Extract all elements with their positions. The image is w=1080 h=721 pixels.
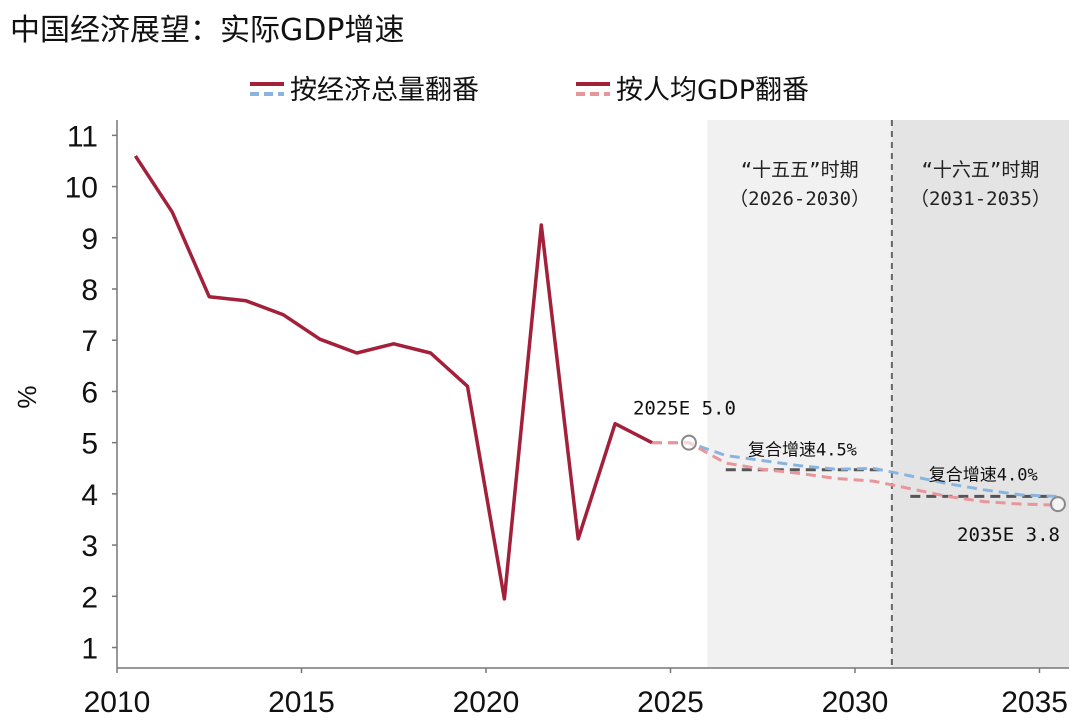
y-tick-label-0: 1 — [81, 633, 98, 666]
y-tick-label-10: 11 — [67, 120, 98, 153]
y-tick-label-7: 8 — [81, 274, 98, 307]
chart-title: 中国经济展望：实际GDP增速 — [10, 13, 404, 48]
x-tick-label-2: 2020 — [453, 686, 520, 719]
y-tick-label-4: 5 — [81, 428, 98, 461]
period-label-1: “十六五”时期 — [921, 159, 1039, 181]
y-tick-label-3: 4 — [81, 479, 98, 512]
x-tick-label-4: 2030 — [822, 686, 889, 719]
x-tick-label-0: 2010 — [84, 686, 151, 719]
y-tick-label-1: 2 — [81, 581, 98, 614]
marker-label-1: 2035E 3.8 — [957, 524, 1060, 546]
legend-label-per-capita: 按人均GDP翻番 — [616, 75, 809, 106]
marker-circle-1 — [1049, 496, 1066, 513]
x-tick-label-5: 2035 — [1001, 686, 1068, 719]
marker-label-0: 2025E 5.0 — [633, 398, 736, 420]
legend-label-total: 按经济总量翻番 — [290, 75, 479, 106]
series-line-1 — [652, 441, 1058, 498]
y-tick-label-5: 6 — [81, 376, 98, 409]
markers: 2025E 5.0 2035E 3.8 — [633, 398, 1066, 546]
x-tick-label-3: 2025 — [637, 686, 704, 719]
period-range-1: （2031-2035） — [910, 188, 1051, 210]
axes: 1 2 3 4 5 6 7 8 9 10 11 2010 2015 2020 2025 2030 2035 — [65, 120, 1069, 719]
growth-annotation-1: 复合增速4.0% — [929, 466, 1038, 486]
legend: 按经济总量翻番 按人均GDP翻番 — [250, 75, 809, 106]
y-tick-label-2: 3 — [81, 530, 98, 563]
y-tick-label-8: 9 — [81, 223, 98, 256]
y-axis-label: % — [12, 385, 42, 408]
shaded-periods — [707, 120, 1069, 668]
period-label-0: “十五五”时期 — [741, 159, 859, 181]
y-tick-label-6: 7 — [81, 325, 98, 358]
y-tick-label-9: 10 — [65, 172, 98, 205]
legend-item-total: 按经济总量翻番 — [250, 75, 479, 106]
shaded-period-0 — [707, 120, 892, 668]
series-line-2 — [652, 441, 1058, 507]
period-range-0: （2026-2030） — [729, 188, 870, 210]
x-tick-label-1: 2015 — [268, 686, 335, 719]
shaded-period-1 — [891, 120, 1069, 668]
series-lines — [133, 154, 1058, 601]
series-line-0 — [133, 154, 653, 601]
legend-item-per-capita: 按人均GDP翻番 — [576, 75, 809, 106]
growth-annotation-0: 复合增速4.5% — [748, 440, 857, 460]
marker-circle-0 — [680, 434, 697, 451]
chart-text: 复合增速4.5% 复合增速4.0% “十五五”时期 （2026-2030） “十六五”时… — [729, 159, 1051, 486]
